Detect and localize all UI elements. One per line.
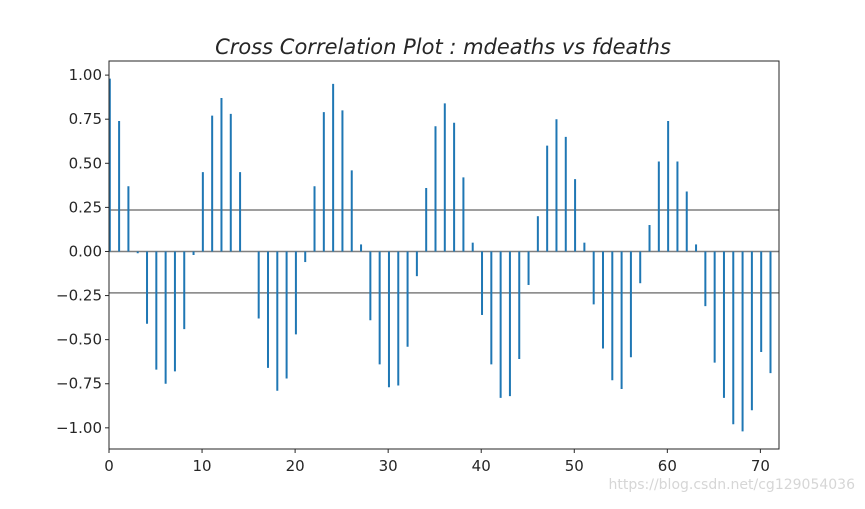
correlation-bars [108, 78, 772, 432]
y-tick-label-2: 0.50 [69, 154, 102, 172]
x-tick-label-0: 0 [104, 457, 114, 475]
x-tick-label-20: 20 [286, 457, 305, 475]
watermark: https://blog.csdn.net/cg129054036 [608, 477, 855, 493]
x-tick-label-30: 30 [379, 457, 398, 475]
y-axis-ticks: 1.00 0.75 0.50 0.25 0.00 −0.25 −0.50 −0.75 −1.00 [56, 66, 109, 437]
x-tick-label-10: 10 [193, 457, 212, 475]
x-tick-label-70: 70 [751, 457, 770, 475]
plot-area-frame [108, 60, 780, 450]
chart-title: Cross Correlation Plot : mdeaths vs fdea… [215, 35, 671, 59]
y-tick-label-3: 0.25 [69, 198, 102, 216]
y-tick-label-4: 0.00 [69, 242, 102, 260]
x-tick-label-60: 60 [658, 457, 677, 475]
y-tick-label-1: 0.75 [69, 110, 102, 128]
x-tick-label-40: 40 [472, 457, 491, 475]
y-tick-label-7: −0.75 [56, 375, 102, 393]
y-tick-label-6: −0.50 [56, 331, 102, 349]
x-axis-ticks: 0 10 20 30 40 50 60 70 [104, 449, 770, 475]
y-tick-label-8: −1.00 [56, 419, 102, 437]
y-tick-label-5: −0.25 [56, 287, 102, 305]
y-tick-label-0: 1.00 [69, 66, 102, 84]
x-tick-label-50: 50 [565, 457, 584, 475]
